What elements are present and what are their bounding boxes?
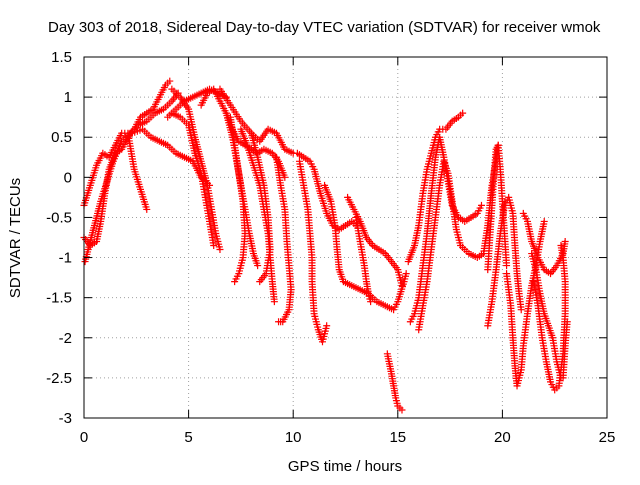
data-point	[270, 298, 278, 306]
x-tick-label: 20	[494, 429, 511, 446]
tick-layer: 0 5 10 15 20 25 -3 -2.5 -2 -1.5 -1 -0.5 0 0.5 1 1.5	[46, 49, 615, 446]
x-axis-label: GPS time / hours	[288, 458, 402, 475]
data-series-track-6	[168, 109, 218, 250]
data-series-track-16	[295, 157, 331, 346]
x-tick-label: 10	[285, 429, 302, 446]
y-tick-label: 0.5	[51, 129, 72, 146]
data-point	[477, 201, 485, 209]
x-tick-label: 0	[80, 429, 88, 446]
y-axis-label: SDTVAR / TECUs	[7, 178, 24, 298]
data-point	[398, 406, 406, 414]
data-point	[459, 109, 467, 117]
y-tick-label: -1	[59, 250, 72, 267]
data-point	[256, 278, 264, 286]
data-point	[402, 270, 410, 278]
data-layer	[80, 77, 571, 414]
data-series-track-26	[503, 217, 548, 390]
y-tick-label: -1.5	[46, 290, 72, 307]
data-point	[503, 262, 511, 270]
data-point	[231, 278, 239, 286]
data-point	[166, 77, 174, 85]
data-series-track-20	[383, 350, 406, 414]
data-point	[216, 246, 224, 254]
y-tick-label: -2	[59, 330, 72, 347]
data-point	[367, 298, 375, 306]
x-tick-label: 25	[599, 429, 616, 446]
y-tick-label: -3	[59, 410, 72, 427]
data-point	[210, 242, 218, 250]
y-tick-label: -2.5	[46, 370, 72, 387]
data-series-track-25	[484, 193, 525, 330]
data-series-track-4	[128, 125, 214, 189]
data-point	[517, 306, 525, 314]
data-series-track-29	[519, 209, 569, 278]
chart-title: Day 303 of 2018, Sidereal Day-to-day VTE…	[48, 19, 601, 36]
data-point	[398, 282, 406, 290]
data-series-track-19	[352, 213, 375, 306]
data-series-track-21	[404, 109, 467, 266]
y-tick-label: 1	[64, 89, 72, 106]
plot-frame	[83, 56, 608, 419]
x-tick-label: 5	[184, 429, 192, 446]
data-point	[540, 217, 548, 225]
data-series-track-1	[80, 129, 151, 213]
data-point	[323, 322, 331, 330]
data-series-track-3	[81, 89, 182, 266]
y-tick-label: 0	[64, 169, 72, 186]
data-point	[143, 205, 151, 213]
y-tick-label: -0.5	[46, 209, 72, 226]
data-point	[254, 262, 262, 270]
data-series-track-11	[226, 113, 249, 286]
data-point	[561, 238, 569, 246]
data-series-track-14	[272, 153, 295, 326]
y-tick-label: 1.5	[51, 49, 72, 66]
data-series-track-17	[321, 181, 410, 314]
data-point	[275, 318, 283, 326]
x-tick-label: 15	[389, 429, 406, 446]
data-series-track-13	[247, 129, 274, 286]
